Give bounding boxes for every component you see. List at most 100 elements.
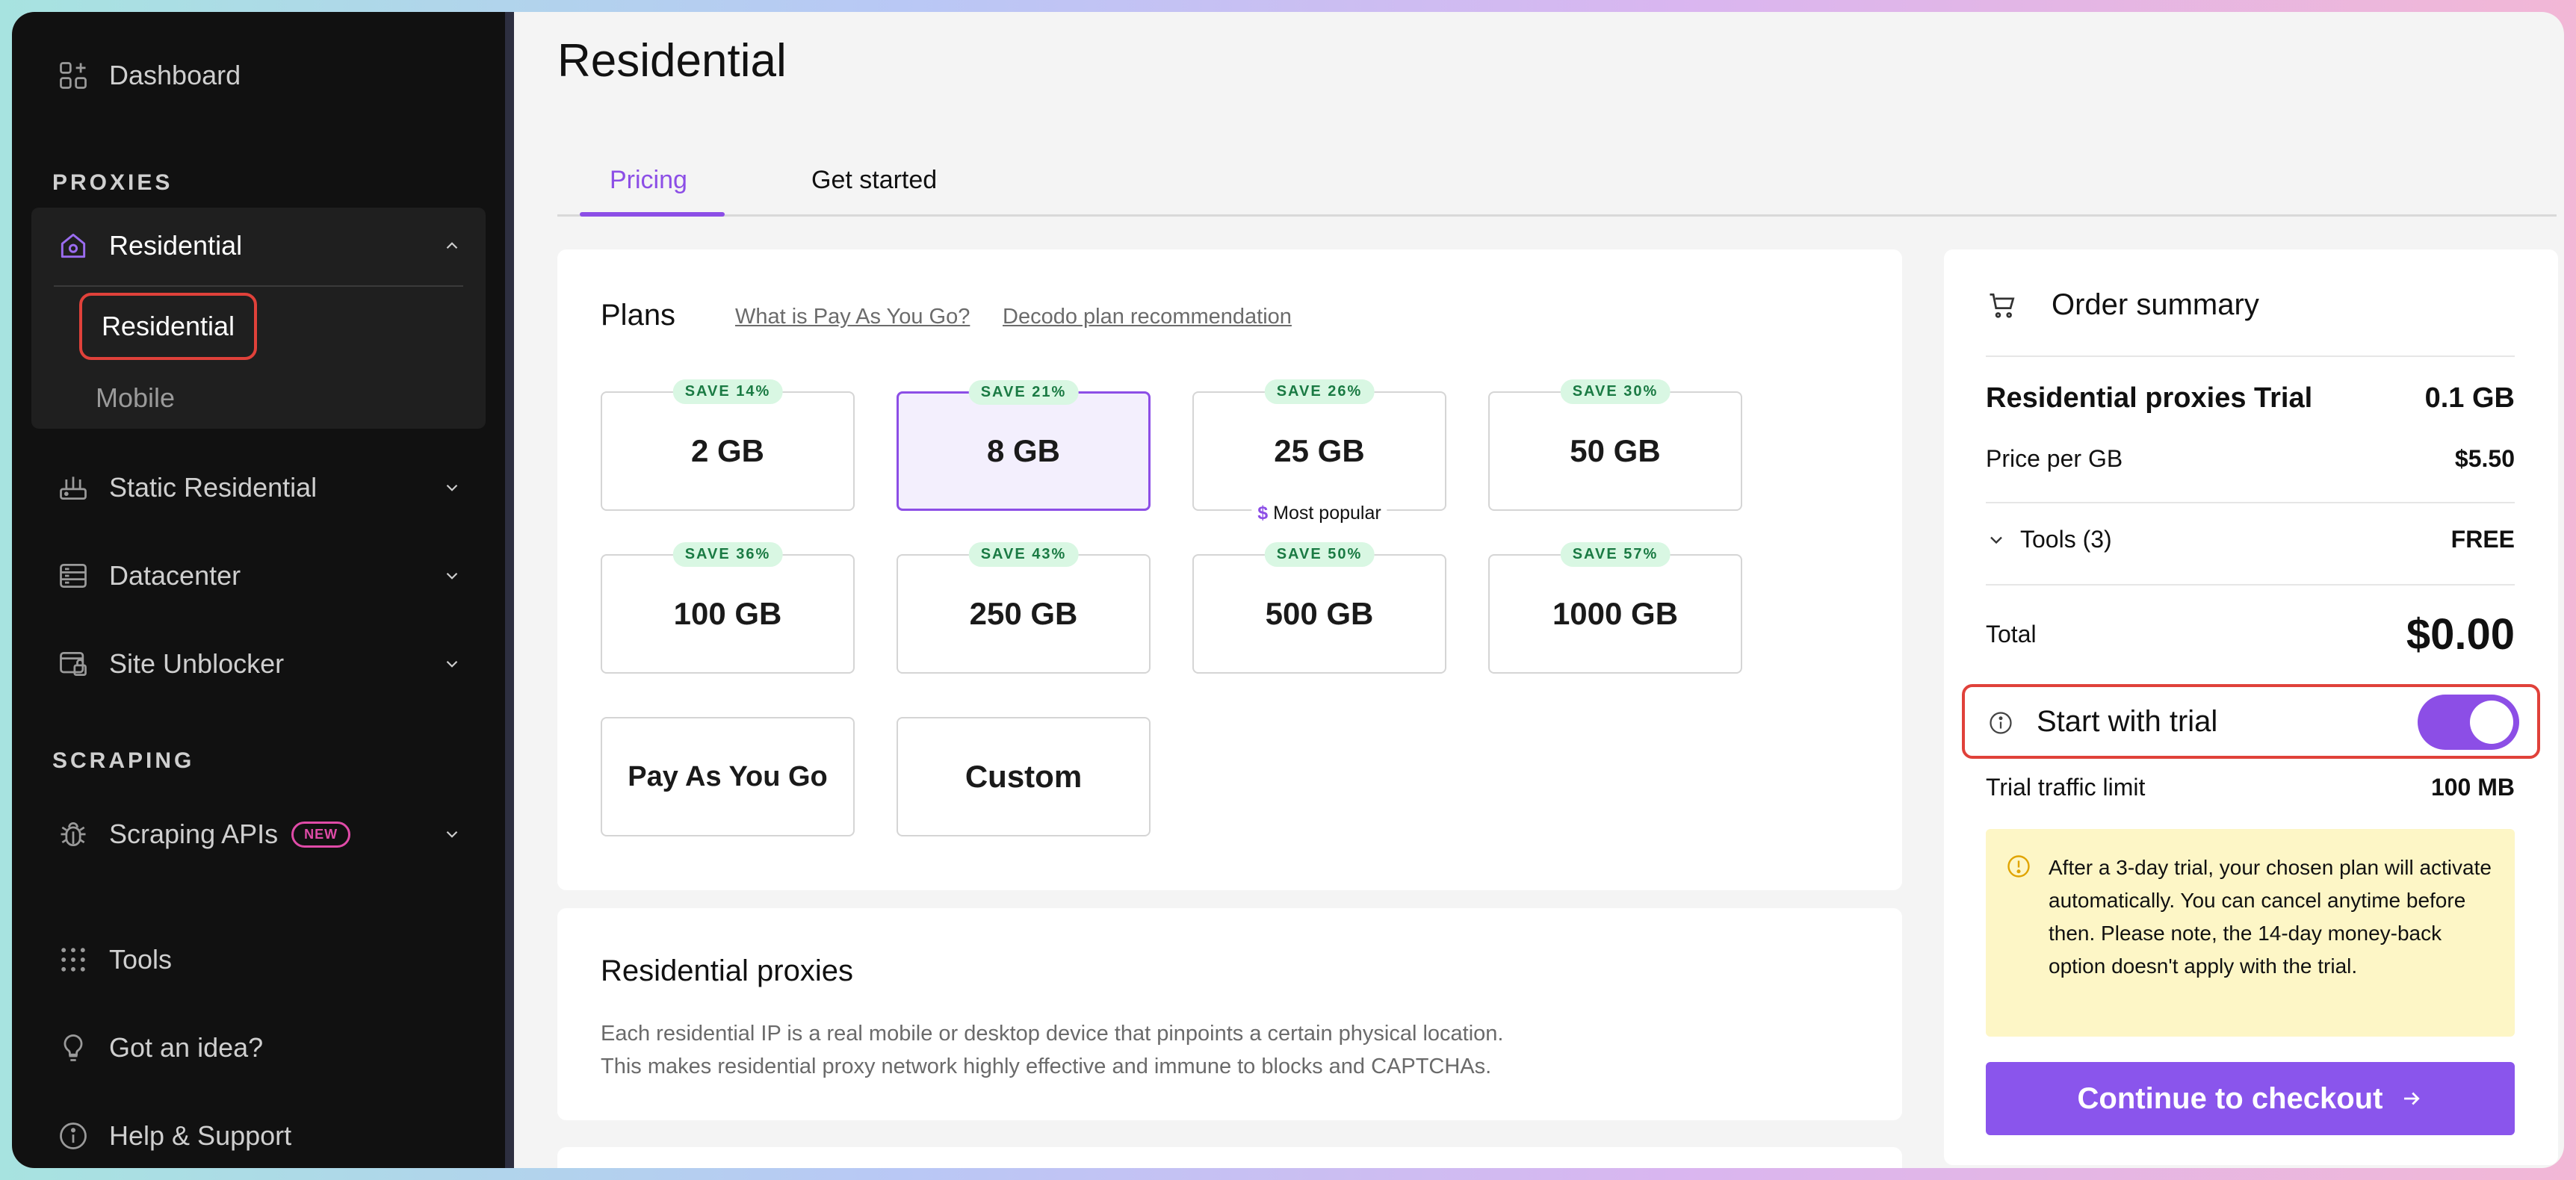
plan-100gb[interactable]: SAVE 36% 100 GB xyxy=(601,542,855,674)
sidebar-item-datacenter[interactable]: Datacenter xyxy=(12,542,505,609)
section-label-proxies: PROXIES xyxy=(52,170,173,195)
plan-label: 25 GB xyxy=(1274,433,1365,468)
warning-info-icon xyxy=(2007,855,2030,878)
sidebar-item-label: Help & Support xyxy=(109,1120,292,1151)
payg-info-link[interactable]: What is Pay As You Go? xyxy=(735,305,970,329)
trial-limit-row: Trial traffic limit 100 MB xyxy=(1986,774,2515,801)
sidebar-item-help[interactable]: Help & Support xyxy=(12,1102,505,1168)
tab-pricing[interactable]: Pricing xyxy=(610,166,687,194)
sidebar-item-residential[interactable]: Residential xyxy=(12,212,505,279)
sidebar-item-label: Dashboard xyxy=(109,60,241,90)
info-text-line-2: This makes residential proxy network hig… xyxy=(601,1055,1492,1078)
product-name: Residential proxies Trial xyxy=(1986,382,2313,414)
tools-toggle[interactable]: Tools (3) xyxy=(1986,526,2112,553)
save-badge: SAVE 21% xyxy=(968,380,1079,405)
sidebar-subitem-residential[interactable]: Residential xyxy=(79,293,257,360)
trial-warning: After a 3-day trial, your chosen plan wi… xyxy=(1986,829,2515,1037)
divider xyxy=(1986,584,2515,586)
plan-1000gb[interactable]: SAVE 57% 1000 GB xyxy=(1488,542,1742,674)
plan-25gb[interactable]: SAVE 26% 25 GB $ Most popular xyxy=(1192,379,1446,524)
tools-label: Tools (3) xyxy=(2020,526,2112,553)
plan-pay-as-you-go[interactable]: Pay As You Go xyxy=(601,717,855,836)
order-summary-card: Order summary Residential proxies Trial … xyxy=(1944,249,2558,1165)
lightbulb-icon xyxy=(57,1031,90,1064)
dollar-icon: $ xyxy=(1257,503,1269,524)
toggle-knob xyxy=(2470,701,2513,744)
residential-group xyxy=(31,208,486,429)
plans-card: Plans What is Pay As You Go? Decodo plan… xyxy=(557,249,1902,890)
most-popular-text: Most popular xyxy=(1273,503,1381,524)
info-text-line-1: Each residential IP is a real mobile or … xyxy=(601,1022,1504,1046)
total-label: Total xyxy=(1986,621,2037,648)
page-title: Residential xyxy=(557,35,787,87)
new-badge: NEW xyxy=(291,821,351,848)
sidebar-item-dashboard[interactable]: Dashboard xyxy=(12,42,505,109)
sidebar-item-site-unblocker[interactable]: Site Unblocker xyxy=(12,630,505,698)
app-window: Dashboard PROXIES Residential Residentia… xyxy=(12,12,2564,1168)
chevron-up-icon xyxy=(446,242,458,249)
chevron-down-icon xyxy=(1990,536,2002,544)
plan-label: Custom xyxy=(965,759,1083,794)
sidebar-item-label: Datacenter xyxy=(109,560,241,591)
tab-get-started[interactable]: Get started xyxy=(811,166,938,194)
trial-limit-label: Trial traffic limit xyxy=(1986,774,2146,801)
plan-recommendation-link[interactable]: Decodo plan recommendation xyxy=(1003,305,1292,329)
chevron-down-icon xyxy=(446,660,458,668)
sidebar-item-label: Site Unblocker xyxy=(109,648,285,679)
plan-custom[interactable]: Custom xyxy=(897,717,1151,836)
divider xyxy=(1986,502,2515,503)
sidebar-item-got-idea[interactable]: Got an idea? xyxy=(12,1014,505,1081)
active-tab-indicator xyxy=(580,212,725,217)
tools-row[interactable]: Tools (3) FREE xyxy=(1986,526,2515,553)
chevron-down-icon xyxy=(446,830,458,838)
plan-2gb[interactable]: SAVE 14% 2 GB xyxy=(601,379,855,511)
save-badge: SAVE 50% xyxy=(1264,542,1375,567)
trial-toggle[interactable] xyxy=(2418,695,2519,750)
tools-value: FREE xyxy=(2450,526,2515,553)
next-card xyxy=(557,1147,1902,1168)
plan-label: Pay As You Go xyxy=(628,760,828,792)
divider xyxy=(1986,355,2515,357)
chevron-down-icon xyxy=(446,572,458,580)
plan-500gb[interactable]: SAVE 50% 500 GB xyxy=(1192,542,1446,674)
residential-proxies-info-card: Residential proxies Each residential IP … xyxy=(557,908,1902,1120)
router-icon xyxy=(57,471,90,504)
plan-label: 100 GB xyxy=(673,596,782,631)
sidebar-subitem-mobile[interactable]: Mobile xyxy=(96,382,176,413)
home-icon xyxy=(57,229,90,262)
product-quantity: 0.1 GB xyxy=(2424,382,2515,414)
price-value: $5.50 xyxy=(2454,445,2515,472)
divider xyxy=(54,285,463,287)
total-value: $0.00 xyxy=(2406,610,2515,659)
plan-8gb[interactable]: SAVE 21% 8 GB xyxy=(897,380,1151,511)
plan-label: 1000 GB xyxy=(1552,596,1679,631)
save-badge: SAVE 36% xyxy=(672,542,783,567)
grid-dots-icon xyxy=(57,943,90,976)
plan-250gb[interactable]: SAVE 43% 250 GB xyxy=(897,542,1151,674)
continue-to-checkout-button[interactable]: Continue to checkout xyxy=(1986,1062,2515,1135)
checkout-label: Continue to checkout xyxy=(2077,1081,2383,1115)
unblocker-icon xyxy=(57,648,90,680)
price-per-gb-row: Price per GB $5.50 xyxy=(1986,445,2515,473)
dashboard-icon xyxy=(57,59,90,92)
save-badge: SAVE 30% xyxy=(1560,379,1671,404)
sidebar-item-scraping-apis[interactable]: Scraping APIs NEW xyxy=(12,801,505,868)
sidebar-item-label: Residential xyxy=(109,230,243,261)
info-icon xyxy=(1990,712,2012,734)
cart-icon xyxy=(1990,293,2015,318)
sidebar-item-static-residential[interactable]: Static Residential xyxy=(12,454,505,521)
plan-50gb[interactable]: SAVE 30% 50 GB xyxy=(1488,379,1742,511)
server-icon xyxy=(57,559,90,592)
product-row: Residential proxies Trial 0.1 GB xyxy=(1986,382,2515,414)
plan-label: 8 GB xyxy=(986,433,1061,468)
order-summary-header: Order summary xyxy=(1986,288,2259,322)
sidebar-item-label: Scraping APIs xyxy=(109,819,279,849)
plan-label: 250 GB xyxy=(969,596,1078,631)
sidebar-item-label: Tools xyxy=(109,944,173,975)
sidebar-item-tools[interactable]: Tools xyxy=(12,926,505,993)
info-title: Residential proxies xyxy=(601,954,853,987)
plan-label: 500 GB xyxy=(1265,596,1374,631)
order-summary-title: Order summary xyxy=(2052,288,2259,321)
price-label: Price per GB xyxy=(1986,445,2123,472)
tab-bar: Pricing Get started xyxy=(557,139,2557,217)
